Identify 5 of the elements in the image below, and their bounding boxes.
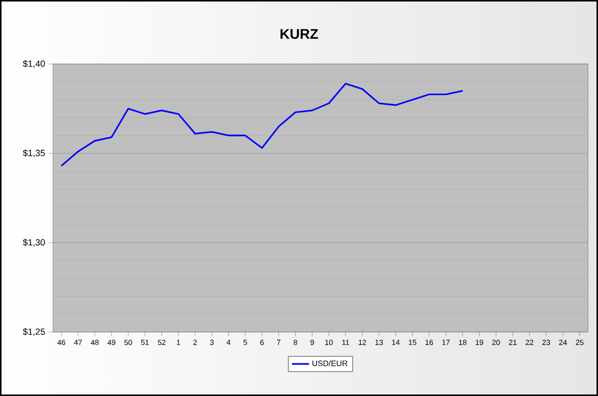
y-tick-label: $1,30 bbox=[22, 238, 45, 247]
y-tick-label: $1,35 bbox=[22, 149, 45, 158]
y-tick-label: $1,40 bbox=[22, 60, 45, 68]
y-tick-label: $1,25 bbox=[22, 328, 45, 336]
chart-title: KURZ bbox=[280, 29, 318, 39]
